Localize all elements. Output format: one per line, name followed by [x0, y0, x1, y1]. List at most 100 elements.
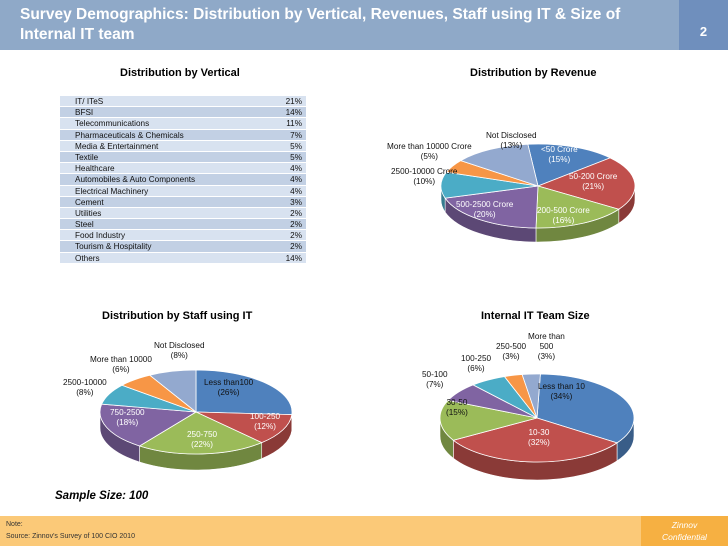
slice-percent: (32%) [528, 438, 550, 447]
pie-slice [521, 373, 541, 419]
table-row: Tourism & Hospitality 2% [60, 241, 306, 253]
vertical-name: Utilities [75, 208, 102, 218]
team-label-100-250: 100-250 (6%) [461, 354, 491, 374]
slice-label: Less than100 [204, 378, 254, 387]
team-label-lt10: Less than 10 (34%) [538, 382, 585, 402]
table-row: IT/ ITeS 21% [60, 96, 306, 108]
brand-label: Zinnov Confidential [641, 519, 728, 543]
slide-header: Survey Demographics: Distribution by Ver… [0, 0, 728, 50]
team-label-10-30: 10-30 (32%) [528, 428, 550, 448]
slice-percent: (26%) [217, 388, 240, 397]
vertical-title: Distribution by Vertical [120, 67, 240, 79]
slice-percent: (6%) [112, 365, 130, 374]
page-number: 2 [699, 24, 708, 39]
staff-title: Distribution by Staff using IT [102, 310, 253, 322]
revenue-label-lt50: <50 Crore (15%) [541, 145, 578, 165]
table-row: Utilities 2% [60, 207, 306, 220]
revenue-label-50-200: 50-200 Crore (21%) [569, 172, 617, 192]
revenue-label-500-2500: 500-2500 Crore (20%) [456, 200, 513, 220]
slice-label: 100-250 [250, 412, 281, 421]
vertical-value: 2% [290, 242, 302, 252]
pie-slice [459, 143, 539, 187]
table-row: Steel 2% [60, 219, 306, 231]
vertical-name: Steel [75, 220, 94, 230]
vertical-name: BFSI [75, 108, 94, 118]
pie-slice [439, 399, 538, 441]
brand-name: Zinnov [671, 520, 698, 530]
slice-percent: (15%) [446, 408, 468, 417]
slice-label: More than 10000 Crore [387, 142, 472, 151]
slice-label: 50-100 [422, 370, 448, 379]
vertical-value: 14% [285, 108, 302, 118]
revenue-label-200-500: 200-500 Crore (16%) [537, 206, 590, 226]
footer-brand-box [641, 516, 728, 546]
revenue-label-2500-10000: 2500-10000 Crore (10%) [391, 167, 457, 187]
slice-percent: (7%) [426, 380, 444, 389]
slice-percent: (18%) [116, 418, 139, 427]
table-row: Healthcare 4% [60, 163, 306, 175]
slice-percent: (10%) [413, 177, 436, 186]
slice-label: Less than 10 [538, 382, 585, 391]
source-label: Source: Zinnov's Survey of 100 CIO 2010 [6, 533, 135, 540]
slice-percent: (8%) [76, 388, 94, 397]
pie-slice [444, 185, 539, 229]
table-row: Telecommunications 11% [60, 118, 306, 130]
slice-label: 100-250 [461, 354, 492, 363]
slice-label: 250-500 [496, 342, 527, 351]
pie-slice [452, 417, 618, 463]
pie-slice [535, 185, 620, 229]
vertical-name: Media & Entertainment [75, 141, 159, 151]
team-label-50-100: 50-100 (7%) [422, 370, 448, 390]
table-row: Textile 5% [60, 151, 306, 164]
slice-label: More than 10000 [90, 355, 152, 364]
pie-slice [99, 403, 198, 447]
confidential-label: Confidential [662, 532, 707, 542]
table-row: BFSI 14% [60, 107, 306, 119]
staff-label-100-250: 100-250 (12%) [250, 412, 280, 432]
slice-label: 2500-10000 Crore [391, 167, 458, 176]
pie-slice [527, 143, 612, 187]
vertical-name: Food Industry [75, 231, 126, 241]
sample-size: Sample Size: 100 [55, 490, 149, 502]
slice-label: 500 [539, 342, 554, 351]
vertical-value: 2% [290, 231, 302, 241]
vertical-name: Tourism & Hospitality [75, 242, 152, 252]
slice-label: 50-200 Crore [569, 172, 618, 181]
vertical-value: 2% [290, 220, 302, 230]
table-row: Media & Entertainment 5% [60, 140, 306, 152]
slice-label: 250-750 [187, 430, 218, 439]
vertical-value: 4% [290, 164, 302, 174]
vertical-name: Others [75, 253, 100, 263]
vertical-table: IT/ ITeS 21% BFSI 14% Telecommunications 11… [60, 96, 306, 264]
slice-percent: (3%) [502, 352, 520, 361]
slice-label: 200-500 Crore [537, 206, 590, 215]
vertical-name: Pharmaceuticals & Chemicals [75, 130, 184, 140]
slice-percent: (5%) [420, 152, 438, 161]
vertical-name: Textile [75, 152, 99, 162]
slice-percent: (15%) [548, 155, 571, 164]
vertical-name: Healthcare [75, 164, 115, 174]
table-row: Automobiles & Auto Components 4% [60, 174, 306, 186]
vertical-value: 3% [290, 197, 302, 207]
vertical-value: 11% [286, 119, 302, 129]
slice-label: 30-50 [446, 398, 468, 407]
slice-percent: (13%) [500, 141, 523, 150]
vertical-value: 5% [290, 152, 302, 162]
pie-slice [148, 369, 197, 413]
slice-percent: (6%) [467, 364, 485, 373]
slice-percent: (12%) [254, 422, 276, 431]
slice-label: 10-30 [528, 428, 550, 437]
vertical-name: Telecommunications [75, 119, 150, 129]
slice-percent: (16%) [552, 216, 575, 225]
vertical-value: 2% [290, 208, 302, 218]
table-row: Cement 3% [60, 196, 306, 208]
slice-label: More than [528, 332, 565, 341]
staff-label-more-than-10000: More than 10000 (6%) [90, 355, 152, 375]
slice-percent: (22%) [191, 440, 213, 449]
vertical-value: 4% [290, 175, 302, 185]
slice-percent: (20%) [473, 210, 496, 219]
staff-label-750-2500: 750-2500 (18%) [110, 408, 145, 428]
vertical-value: 14% [285, 253, 302, 263]
